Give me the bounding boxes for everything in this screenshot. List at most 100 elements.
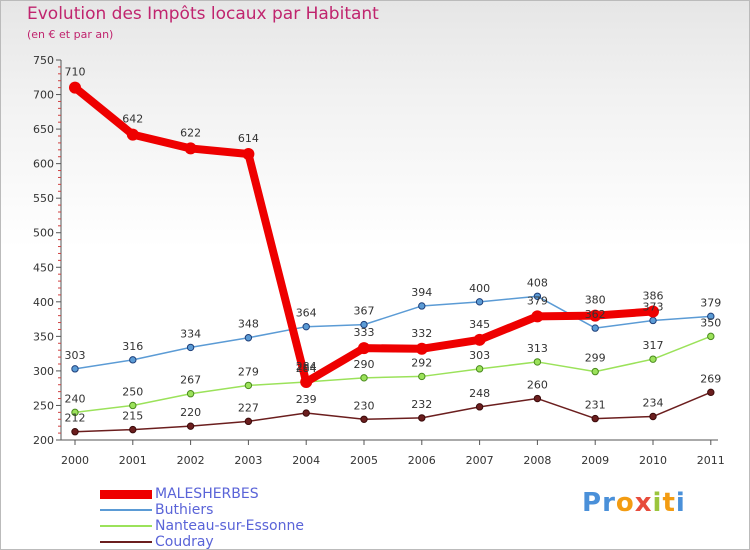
data-point bbox=[475, 403, 484, 411]
y-tick-label: 400 bbox=[33, 296, 54, 309]
x-tick-label: 2008 bbox=[523, 454, 551, 467]
data-label: 220 bbox=[180, 406, 201, 419]
x-tick-label: 2009 bbox=[581, 454, 609, 467]
legend-swatch bbox=[100, 525, 152, 527]
legend: MALESHERBES Buthiers Nanteau-sur-Essonne Co… bbox=[100, 486, 304, 550]
data-label: 400 bbox=[469, 282, 490, 295]
data-point bbox=[591, 324, 599, 332]
data-point bbox=[184, 142, 197, 155]
series-line-coudray bbox=[74, 391, 712, 433]
data-label: 239 bbox=[296, 393, 317, 406]
x-tick-label: 2004 bbox=[292, 454, 320, 467]
data-label: 408 bbox=[527, 276, 548, 289]
data-label: 303 bbox=[65, 349, 86, 362]
legend-swatch bbox=[100, 489, 152, 499]
data-point bbox=[300, 375, 313, 388]
y-tick-label: 550 bbox=[33, 192, 54, 205]
logo-letter: i bbox=[675, 488, 686, 518]
data-point bbox=[418, 414, 426, 422]
logo-letter: x bbox=[634, 488, 653, 518]
data-label: 367 bbox=[354, 305, 375, 318]
data-label: 362 bbox=[585, 308, 606, 321]
legend-item: Buthiers bbox=[100, 502, 304, 518]
data-point bbox=[302, 409, 310, 417]
data-point bbox=[244, 381, 253, 390]
data-point bbox=[360, 374, 368, 382]
data-point bbox=[242, 147, 255, 160]
y-tick-label: 350 bbox=[33, 330, 54, 343]
data-label: 394 bbox=[411, 286, 432, 299]
data-label: 299 bbox=[585, 352, 606, 365]
data-point bbox=[302, 322, 310, 331]
data-label: 232 bbox=[411, 398, 432, 411]
data-point bbox=[360, 415, 368, 423]
data-label: 380 bbox=[585, 294, 606, 307]
y-tick-label: 200 bbox=[33, 434, 54, 447]
data-point bbox=[533, 358, 542, 366]
logo-letter: P bbox=[582, 488, 603, 518]
data-label: 231 bbox=[585, 399, 606, 412]
data-point bbox=[186, 343, 195, 352]
data-label: 234 bbox=[643, 397, 664, 410]
data-label: 332 bbox=[411, 327, 432, 340]
data-point bbox=[533, 292, 542, 300]
data-point bbox=[647, 305, 659, 318]
data-point bbox=[591, 367, 599, 376]
axes: 200 250 300 350 400 450 500 550 600 650 700 750 2000… bbox=[33, 54, 725, 467]
data-point bbox=[649, 316, 657, 325]
data-label: 622 bbox=[180, 126, 201, 139]
data-label: 313 bbox=[527, 342, 548, 355]
data-label: 250 bbox=[122, 385, 143, 398]
data-point bbox=[129, 425, 137, 434]
data-label: 215 bbox=[122, 410, 143, 423]
series-lines bbox=[69, 81, 715, 436]
data-label: 642 bbox=[122, 113, 143, 126]
data-label: 316 bbox=[122, 340, 143, 353]
data-point bbox=[244, 417, 253, 426]
data-point bbox=[360, 320, 368, 329]
data-point bbox=[707, 332, 715, 341]
data-point bbox=[71, 408, 79, 417]
data-label: 317 bbox=[643, 339, 664, 352]
legend-item: MALESHERBES bbox=[100, 486, 304, 502]
data-label: 248 bbox=[469, 387, 490, 400]
logo-letter: t bbox=[662, 488, 676, 518]
data-label: 284 bbox=[296, 362, 317, 375]
legend-swatch bbox=[100, 541, 152, 543]
data-point bbox=[71, 365, 79, 373]
data-label: 379 bbox=[700, 296, 721, 309]
x-tick-label: 2001 bbox=[119, 454, 147, 467]
data-label: 240 bbox=[65, 392, 86, 405]
data-label: 333 bbox=[354, 326, 375, 339]
data-label: 290 bbox=[354, 358, 375, 371]
chart-subtitle: (en € et par an) bbox=[27, 28, 114, 41]
data-label: 269 bbox=[700, 372, 721, 385]
data-labels: 710 642 622 614 284 333 332 345 379 380 386 303 316 3… bbox=[65, 66, 722, 425]
data-point bbox=[418, 302, 426, 310]
x-tick-label: 2005 bbox=[350, 454, 378, 467]
x-tick-label: 2010 bbox=[639, 454, 667, 467]
logo-letter: r bbox=[602, 488, 616, 518]
legend-item: Coudray bbox=[100, 534, 304, 550]
data-label: 303 bbox=[469, 349, 490, 362]
data-point bbox=[129, 401, 137, 410]
chart-title: Evolution des Impôts locaux par Habitant bbox=[27, 4, 379, 24]
data-label: 345 bbox=[469, 318, 490, 331]
data-label: 212 bbox=[65, 412, 86, 425]
data-point bbox=[126, 128, 139, 141]
data-point bbox=[186, 422, 195, 430]
legend-label: Coudray bbox=[155, 534, 214, 550]
data-point bbox=[531, 310, 544, 323]
data-label: 348 bbox=[238, 318, 259, 331]
y-tick-label: 500 bbox=[33, 227, 54, 240]
data-point bbox=[244, 334, 253, 342]
data-point bbox=[649, 355, 657, 363]
data-point bbox=[473, 333, 486, 346]
y-tick-label: 750 bbox=[33, 54, 54, 67]
data-point bbox=[69, 81, 81, 94]
legend-label: Buthiers bbox=[155, 502, 214, 518]
series-line-nanteau-sur-essonne bbox=[74, 335, 712, 414]
x-tick-label: 2011 bbox=[697, 454, 725, 467]
y-tick-label: 650 bbox=[33, 123, 54, 136]
